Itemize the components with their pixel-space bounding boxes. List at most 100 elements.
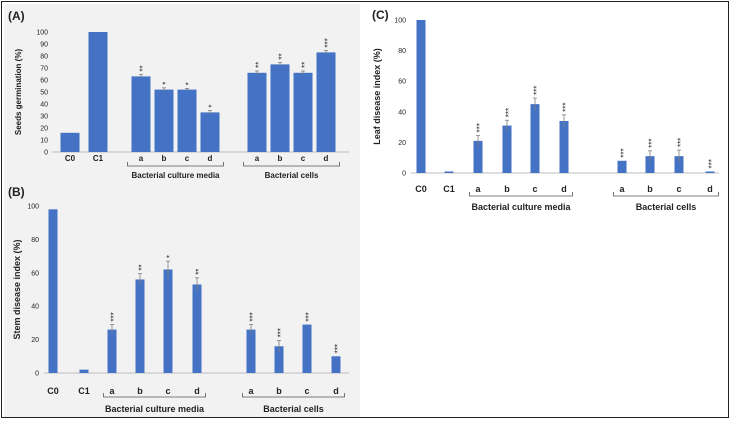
- category-label-c-8: c: [676, 184, 681, 194]
- category-label-a-9: d: [324, 154, 329, 163]
- bar-b-3: [135, 279, 145, 373]
- significance-b-5: **: [195, 269, 204, 275]
- y-axis-title-a: Seeds germination (%): [14, 49, 23, 136]
- category-label-a-4: c: [185, 154, 190, 163]
- y-tick-label-a-3: 30: [40, 114, 48, 121]
- category-label-a-1: C1: [93, 154, 104, 163]
- bar-a-9: [316, 52, 336, 152]
- category-label-a-2: a: [139, 154, 144, 163]
- bar-a-7: [270, 64, 290, 152]
- significance-a-7: **: [278, 53, 287, 59]
- y-tick-label-c-2: 40: [398, 109, 406, 116]
- category-label-a-0: C0: [65, 154, 76, 163]
- bar-c-3: [502, 125, 512, 173]
- y-tick-label-c-0: 0: [402, 171, 406, 178]
- y-tick-label-a-10: 100: [36, 30, 48, 37]
- y-tick-label-b-5: 100: [27, 204, 39, 211]
- bar-b-9: [331, 356, 341, 373]
- y-tick-label-a-2: 20: [40, 126, 48, 133]
- category-label-b-5: d: [194, 386, 200, 396]
- significance-b-8: ***: [305, 312, 314, 321]
- panel-b-label: (B): [8, 185, 25, 199]
- significance-b-9: ***: [334, 344, 343, 353]
- group-bracket-a-1: [243, 162, 340, 167]
- significance-b-2: ***: [110, 312, 119, 321]
- category-label-c-5: d: [561, 184, 567, 194]
- y-tick-label-a-9: 90: [40, 42, 48, 49]
- significance-b-6: ***: [249, 312, 258, 321]
- bar-c-9: [705, 171, 715, 173]
- bar-b-2: [107, 329, 117, 373]
- significance-a-6: **: [255, 62, 264, 68]
- y-tick-label-a-7: 70: [40, 66, 48, 73]
- significance-a-2: **: [139, 65, 148, 71]
- y-tick-label-a-5: 50: [40, 90, 48, 97]
- category-label-b-1: C1: [78, 386, 90, 396]
- significance-a-4: *: [185, 82, 194, 85]
- y-tick-label-a-4: 40: [40, 102, 48, 109]
- category-label-b-3: b: [137, 386, 143, 396]
- bar-b-5: [192, 284, 202, 373]
- y-tick-label-a-0: 0: [44, 150, 48, 157]
- bar-b-4: [163, 269, 173, 373]
- panel-a-label: (A): [8, 9, 25, 23]
- bar-c-0: [416, 20, 426, 173]
- bar-b-0: [48, 209, 58, 373]
- category-label-c-1: C1: [443, 184, 455, 194]
- y-tick-label-c-3: 60: [398, 79, 406, 86]
- group-label-a-0: Bacterial culture media: [131, 171, 220, 180]
- significance-a-3: *: [162, 82, 171, 85]
- category-label-c-9: d: [707, 184, 713, 194]
- y-tick-label-a-8: 80: [40, 54, 48, 61]
- category-label-a-6: a: [255, 154, 260, 163]
- category-label-c-7: b: [647, 184, 653, 194]
- bar-a-1: [88, 32, 108, 152]
- significance-a-9: ***: [324, 38, 333, 47]
- category-label-b-8: c: [304, 386, 309, 396]
- bar-a-3: [154, 89, 174, 152]
- category-label-a-3: b: [162, 154, 167, 163]
- group-label-b-0: Bacterial culture media: [105, 404, 205, 414]
- y-tick-label-c-4: 80: [398, 48, 406, 55]
- y-tick-label-b-4: 80: [31, 237, 39, 244]
- significance-a-5: *: [208, 104, 217, 107]
- chart-a-seeds-germination: 0 10 20 30 40 50 60 70 80 90 100 Seeds germination …: [14, 30, 349, 180]
- category-label-b-4: c: [165, 386, 170, 396]
- category-label-b-0: C0: [47, 386, 59, 396]
- bar-b-6: [246, 329, 256, 373]
- group-bracket-b-0: [103, 393, 206, 398]
- bar-a-5: [200, 112, 220, 152]
- category-label-c-0: C0: [415, 184, 427, 194]
- group-label-a-1: Bacterial cells: [265, 171, 319, 180]
- group-bracket-c-0: [469, 192, 573, 197]
- category-label-c-4: c: [532, 184, 537, 194]
- panel-a-seeds-germination: (A) 0 10 20 30 40 50 60 70 80 90 100 Seeds germinat…: [4, 4, 360, 184]
- bar-c-4: [530, 104, 540, 173]
- y-tick-label-b-3: 60: [31, 270, 39, 277]
- bar-b-7: [274, 346, 284, 373]
- significance-c-5: ***: [562, 103, 571, 112]
- group-bracket-b-1: [242, 393, 345, 398]
- bar-a-6: [247, 72, 267, 152]
- panel-c-leaf-disease: (C) 0 20 40 60 80 100 Leaf disease index (%) C0…: [369, 4, 726, 220]
- bar-c-6: [617, 160, 627, 173]
- group-label-b-1: Bacterial cells: [263, 404, 324, 414]
- significance-c-9: ***: [708, 159, 717, 168]
- bar-a-8: [293, 72, 313, 152]
- category-label-b-2: a: [109, 386, 115, 396]
- group-bracket-a-0: [127, 162, 224, 167]
- significance-c-6: ***: [620, 148, 629, 157]
- category-label-a-5: d: [208, 154, 213, 163]
- category-label-b-6: a: [248, 386, 254, 396]
- significance-c-3: ***: [505, 108, 514, 117]
- y-tick-label-a-6: 60: [40, 78, 48, 85]
- y-axis-title-c: Leaf disease index (%): [372, 48, 382, 145]
- bar-c-2: [473, 140, 483, 173]
- y-tick-label-c-1: 20: [398, 140, 406, 147]
- significance-b-3: **: [138, 264, 147, 270]
- bar-a-2: [131, 76, 151, 152]
- bar-a-0: [60, 132, 80, 152]
- bar-c-5: [559, 120, 569, 173]
- bar-c-8: [674, 156, 684, 173]
